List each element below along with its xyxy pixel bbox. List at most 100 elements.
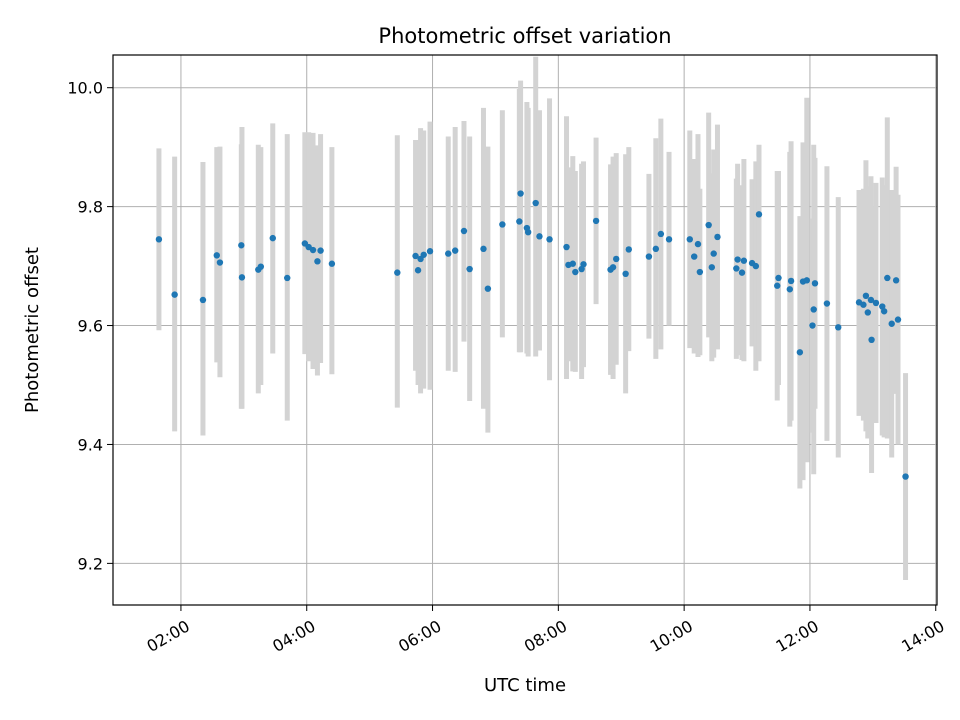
data-point	[499, 221, 506, 228]
data-point	[686, 236, 693, 243]
data-point	[734, 256, 741, 263]
data-point	[517, 190, 524, 197]
data-point	[484, 285, 492, 292]
data-point	[823, 300, 831, 307]
error-bars	[156, 56, 909, 581]
grid	[113, 55, 937, 605]
data-point	[317, 247, 324, 254]
data-point	[708, 264, 716, 271]
chart-title: Photometric offset variation	[378, 24, 671, 48]
data-point	[872, 299, 880, 307]
plot-frame	[112, 54, 938, 606]
data-point	[884, 274, 891, 282]
data-point	[738, 269, 746, 276]
data-point	[888, 320, 895, 327]
data-point	[480, 245, 487, 253]
data-point	[775, 274, 782, 282]
data-point	[786, 286, 794, 293]
data-points	[155, 190, 909, 480]
data-point	[710, 250, 717, 257]
data-point	[774, 282, 781, 289]
data-point	[426, 248, 434, 255]
data-point	[755, 211, 763, 218]
data-point	[284, 274, 291, 282]
data-point	[516, 218, 523, 225]
data-point	[466, 265, 473, 273]
data-point	[625, 246, 632, 253]
data-point	[714, 233, 721, 241]
data-point	[733, 265, 740, 272]
data-point	[451, 247, 459, 254]
data-point	[622, 270, 629, 278]
data-point	[657, 230, 665, 238]
data-point	[592, 217, 600, 225]
data-point	[328, 260, 336, 267]
data-point	[420, 251, 427, 258]
data-point	[862, 292, 870, 300]
data-point	[199, 296, 207, 304]
data-point	[811, 280, 819, 287]
data-point	[460, 227, 468, 235]
data-point	[394, 269, 401, 276]
data-point	[171, 291, 178, 298]
data-point	[867, 296, 875, 304]
data-point	[213, 252, 220, 259]
data-point	[238, 242, 245, 249]
data-point	[563, 243, 570, 251]
x-tick-label: 06:00	[395, 616, 444, 656]
y-tick-label: 9.2	[78, 554, 103, 573]
y-axis-label: Photometric offset	[22, 247, 43, 413]
data-point	[546, 236, 553, 243]
data-point	[902, 473, 909, 480]
data-point	[787, 277, 795, 285]
data-point	[238, 274, 246, 281]
y-tick-label: 10.0	[67, 79, 103, 98]
data-point	[609, 264, 617, 271]
data-point	[835, 324, 842, 331]
data-point	[309, 246, 317, 254]
data-point	[569, 260, 577, 267]
data-point	[705, 221, 712, 229]
data-point	[803, 277, 810, 284]
data-point	[314, 258, 321, 265]
x-tick-label: 10:00	[647, 616, 696, 656]
y-tick-label: 9.8	[78, 198, 103, 217]
data-point	[752, 262, 760, 270]
data-point	[894, 316, 902, 323]
data-point	[868, 336, 875, 344]
data-point	[694, 240, 702, 248]
data-point	[645, 253, 653, 260]
y-tick-label: 9.6	[78, 317, 103, 336]
data-point	[580, 261, 587, 268]
data-point	[269, 234, 276, 242]
data-point	[796, 349, 804, 356]
data-point	[524, 228, 532, 236]
data-point	[652, 245, 660, 253]
data-point	[809, 322, 816, 329]
data-point	[696, 268, 704, 276]
data-point	[216, 259, 224, 266]
data-point	[880, 308, 888, 315]
data-point	[691, 253, 698, 260]
data-point	[860, 301, 867, 308]
data-point	[414, 267, 422, 274]
y-tick-label: 9.4	[78, 435, 103, 454]
data-point	[864, 309, 872, 316]
x-tick-label: 14:00	[898, 616, 947, 656]
data-point	[740, 257, 748, 264]
data-point	[536, 233, 543, 240]
x-axis-label: UTC time	[484, 675, 566, 696]
x-tick-label: 12:00	[773, 616, 822, 656]
data-point	[412, 252, 419, 260]
data-point	[892, 277, 900, 284]
x-tick-label: 04:00	[269, 616, 318, 656]
data-point	[532, 199, 539, 207]
data-point	[810, 306, 817, 313]
x-tick-label: 08:00	[521, 616, 570, 656]
data-point	[155, 236, 163, 243]
data-point	[665, 236, 673, 243]
data-point	[445, 250, 452, 257]
data-point	[613, 255, 620, 263]
data-point	[572, 268, 579, 276]
